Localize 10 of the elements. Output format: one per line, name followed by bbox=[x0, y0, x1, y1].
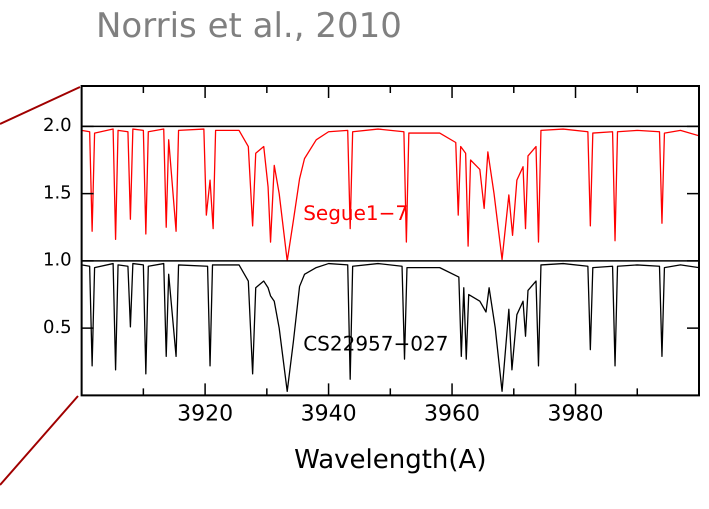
y-tick-label: 1.5 bbox=[42, 182, 72, 204]
y-tick-label: 2.0 bbox=[42, 115, 72, 136]
chart-title: Norris et al., 2010 bbox=[96, 6, 402, 46]
x-tick-label: 3980 bbox=[548, 401, 604, 426]
x-tick-label: 3960 bbox=[424, 401, 480, 426]
y-tick-label: 0.5 bbox=[42, 316, 72, 338]
y-tick-label: 1.0 bbox=[42, 250, 72, 271]
x-tick-label: 3940 bbox=[300, 401, 357, 426]
x-axis-title: Wavelength(A) bbox=[294, 445, 486, 476]
x-tick-label: 3920 bbox=[177, 401, 234, 426]
